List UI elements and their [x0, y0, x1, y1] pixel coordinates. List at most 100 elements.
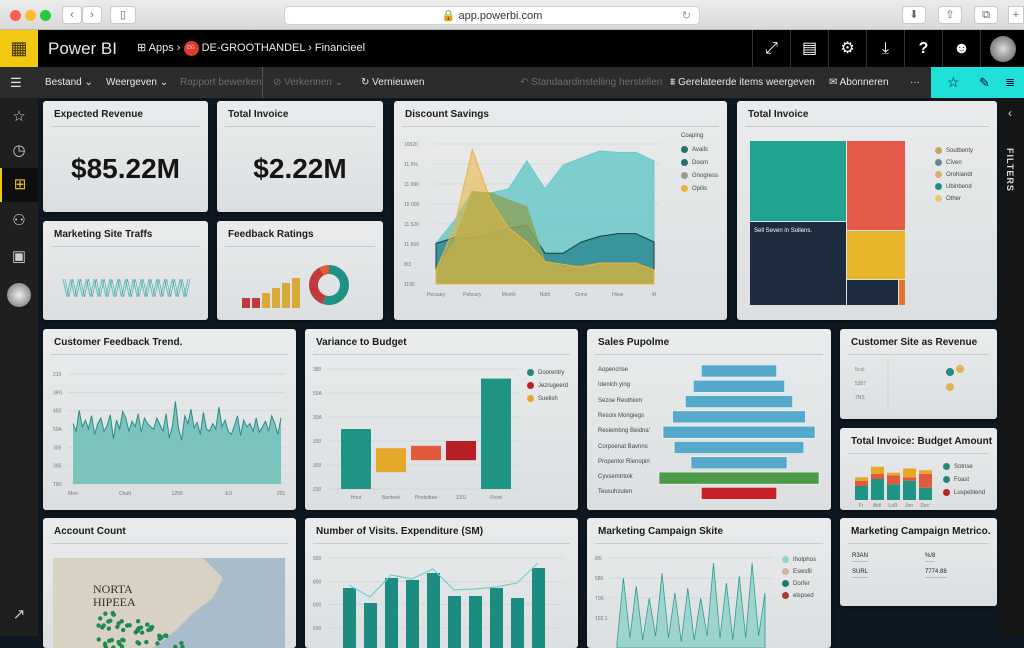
tile-visits-expenditure[interactable]: Number of Visits. Expenditure (SM) 900 80… [305, 518, 578, 648]
legend-item[interactable]: Dorfer [782, 580, 810, 587]
tile-customer-feedback-trend[interactable]: Customer Feedback Trend. 210 3P0 450 50A 305… [43, 329, 296, 510]
legend-item[interactable]: Doom [681, 159, 708, 166]
legend-item[interactable]: Cīven [935, 159, 962, 166]
treemap-cell[interactable]: Sell Seven in Sollens. [750, 222, 846, 305]
expand-icon[interactable]: ⤢ [752, 30, 790, 67]
treemap-cell[interactable] [899, 280, 905, 305]
tile-feedback-ratings[interactable]: Feedback Ratings [217, 221, 383, 320]
tile-total-invoice-kpi[interactable]: Total Invoice $2.22M [217, 101, 383, 212]
close-window-button[interactable] [10, 10, 21, 21]
legend-item[interactable]: Ubinbend [935, 183, 972, 190]
account-dot [144, 639, 149, 645]
treemap-cell[interactable] [847, 280, 898, 305]
legend-item[interactable]: Other [935, 195, 961, 202]
app-launcher-icon[interactable]: ▦ [0, 30, 38, 67]
user-avatar[interactable] [980, 30, 1024, 67]
favorites-star-icon[interactable]: ☆ [12, 108, 26, 125]
minimize-window-button[interactable] [25, 10, 36, 21]
legend-item[interactable]: Ihotphos [782, 556, 816, 563]
subscribe-button[interactable]: ✉ Abonneren [829, 77, 889, 88]
legend-item[interactable]: Gnogress [681, 172, 718, 179]
legend-item[interactable]: Opilis [681, 185, 707, 192]
y-tick-label: 50A [53, 427, 63, 433]
tile-campaign-metrics[interactable]: Marketing Campaign Metrico. R3AN %/8 SUR… [840, 518, 997, 606]
breadcrumb-apps[interactable]: Apps [148, 42, 174, 54]
tile-marketing-traffic[interactable]: Marketing Site Traffs [43, 221, 208, 320]
y-tick-label: 1190 [404, 282, 415, 288]
refresh-button[interactable]: ↻ Vernieuwen [361, 77, 425, 88]
x-tick-label: Plodetitae [415, 495, 437, 501]
tile-customer-site-revenue[interactable]: Customer Site as Revenue 5r.ol 5357 7NS [840, 329, 997, 419]
new-tab-icon[interactable]: + [1008, 6, 1024, 24]
breadcrumb-workspace[interactable]: DE-GROOTHANDEL [201, 42, 306, 54]
shared-people-icon[interactable]: ⚇ [12, 212, 26, 229]
feedback-smiley-icon[interactable]: ☻ [942, 30, 980, 67]
legend-item[interactable]: Jezrugeerd [527, 382, 568, 389]
list-icon[interactable]: ≣ [1005, 75, 1016, 89]
view-menu[interactable]: Weergeven ⌄ [106, 77, 169, 88]
legend-item[interactable]: Avails [681, 146, 708, 153]
legend-item[interactable]: Suelish [527, 395, 558, 402]
edit-report-button[interactable]: Rapport bewerken [180, 77, 262, 88]
file-menu[interactable]: Bestand ⌄ [45, 77, 93, 88]
hamburger-menu-icon[interactable]: ☰ [10, 75, 22, 90]
workspaces-icon[interactable]: ▣ [11, 248, 27, 265]
share-icon[interactable]: ⇧ [938, 6, 962, 24]
tile-variance-to-budget[interactable]: Variance to Budget 380 50A 30A 330 300 230 Hno… [305, 329, 578, 510]
reload-icon[interactable]: ↻ [681, 10, 691, 22]
treemap-cell[interactable] [847, 231, 905, 279]
downloads-icon[interactable]: ⬇ [902, 6, 926, 24]
tile-sales-pipeline[interactable]: Sales Pupolme Aopencrise Idenich ying Sezo… [587, 329, 831, 510]
filters-pane[interactable]: ‹ FILTERS [1000, 98, 1024, 636]
download-icon[interactable]: ⤓ [866, 30, 904, 67]
account-dot [96, 623, 101, 628]
profile-avatar[interactable] [0, 278, 38, 312]
legend-item[interactable]: Sotnse [943, 463, 973, 470]
tile-marketing-campaign[interactable]: Marketing Campaign Skite 8/5 586 T96 102.1 … [587, 518, 831, 648]
tabs-icon[interactable]: ⧉ [974, 6, 998, 24]
related-items-button[interactable]: ⩩ Gerelateerde items weergeven [670, 77, 815, 88]
comment-icon[interactable]: ▤ [790, 30, 828, 67]
tile-invoice-budget[interactable]: Total Invoice: Budget Amount Fr Atitl LoR J… [840, 428, 997, 510]
favorite-star-icon[interactable]: ☆ [947, 74, 960, 90]
filters-label[interactable]: FILTERS [1005, 148, 1015, 192]
apps-icon: ⊞ [137, 42, 147, 54]
tile-total-invoice-treemap[interactable]: Total Invoice Sell Seven in Sollens. Sou… [737, 101, 997, 320]
sidebar-toggle-icon[interactable]: ▯ [110, 6, 136, 24]
forward-button[interactable]: › [82, 6, 102, 24]
legend-item[interactable]: Soutbenty [935, 147, 973, 154]
map-label: NORTA [93, 582, 133, 596]
legend-item[interactable]: Eswsfil [782, 568, 812, 575]
recent-clock-icon[interactable]: ◷ [12, 142, 26, 159]
funnel-stage-label: Sezoe Reuthiom [598, 397, 643, 404]
back-button[interactable]: ‹ [62, 6, 82, 24]
collapse-chevron-icon[interactable]: ‹ [1008, 106, 1012, 120]
map-visual[interactable]: NORTA HIPEEA [53, 558, 285, 648]
address-bar[interactable]: 🔒 app.powerbi.com ↻ [284, 6, 700, 25]
more-options-button[interactable]: ··· [910, 77, 920, 88]
apps-grid-icon[interactable]: ⊞ [0, 168, 38, 202]
maximize-window-button[interactable] [40, 10, 51, 21]
edit-pencil-icon[interactable]: ✎ [979, 75, 990, 90]
legend-item[interactable]: Luspeblend [943, 489, 985, 496]
breadcrumb-page[interactable]: Financieel [314, 42, 366, 54]
explore-menu[interactable]: ⊘ Verkennen ⌄ [262, 67, 343, 98]
legend-item[interactable]: elspsed [782, 592, 814, 599]
treemap-cell[interactable] [847, 141, 905, 230]
help-icon[interactable]: ? [904, 30, 942, 67]
tile-discount-savings[interactable]: Discount Savings 16520 11.5% 11 990 15 000 1… [394, 101, 727, 320]
bar [262, 293, 270, 308]
y-tick-label: 600 [313, 626, 322, 632]
reset-default-button[interactable]: ↶ Standaardinstelling herstellen [520, 77, 663, 88]
tile-expected-revenue[interactable]: Expected Revenue $85.22M [43, 101, 208, 212]
settings-gear-icon[interactable]: ⚙ [828, 30, 866, 67]
treemap-cell[interactable] [750, 141, 846, 221]
app-name[interactable]: Power BI [48, 39, 117, 58]
legend-item[interactable]: Doorentry [527, 369, 564, 376]
legend-item[interactable]: Orohiandr [935, 171, 973, 178]
expand-arrow-icon[interactable]: ↗ [12, 606, 26, 623]
bar [343, 588, 356, 648]
tile-account-count[interactable]: Account Count NORTA HIPEEA [43, 518, 296, 648]
legend-item[interactable]: Foast [943, 476, 969, 483]
account-dot [136, 641, 142, 646]
